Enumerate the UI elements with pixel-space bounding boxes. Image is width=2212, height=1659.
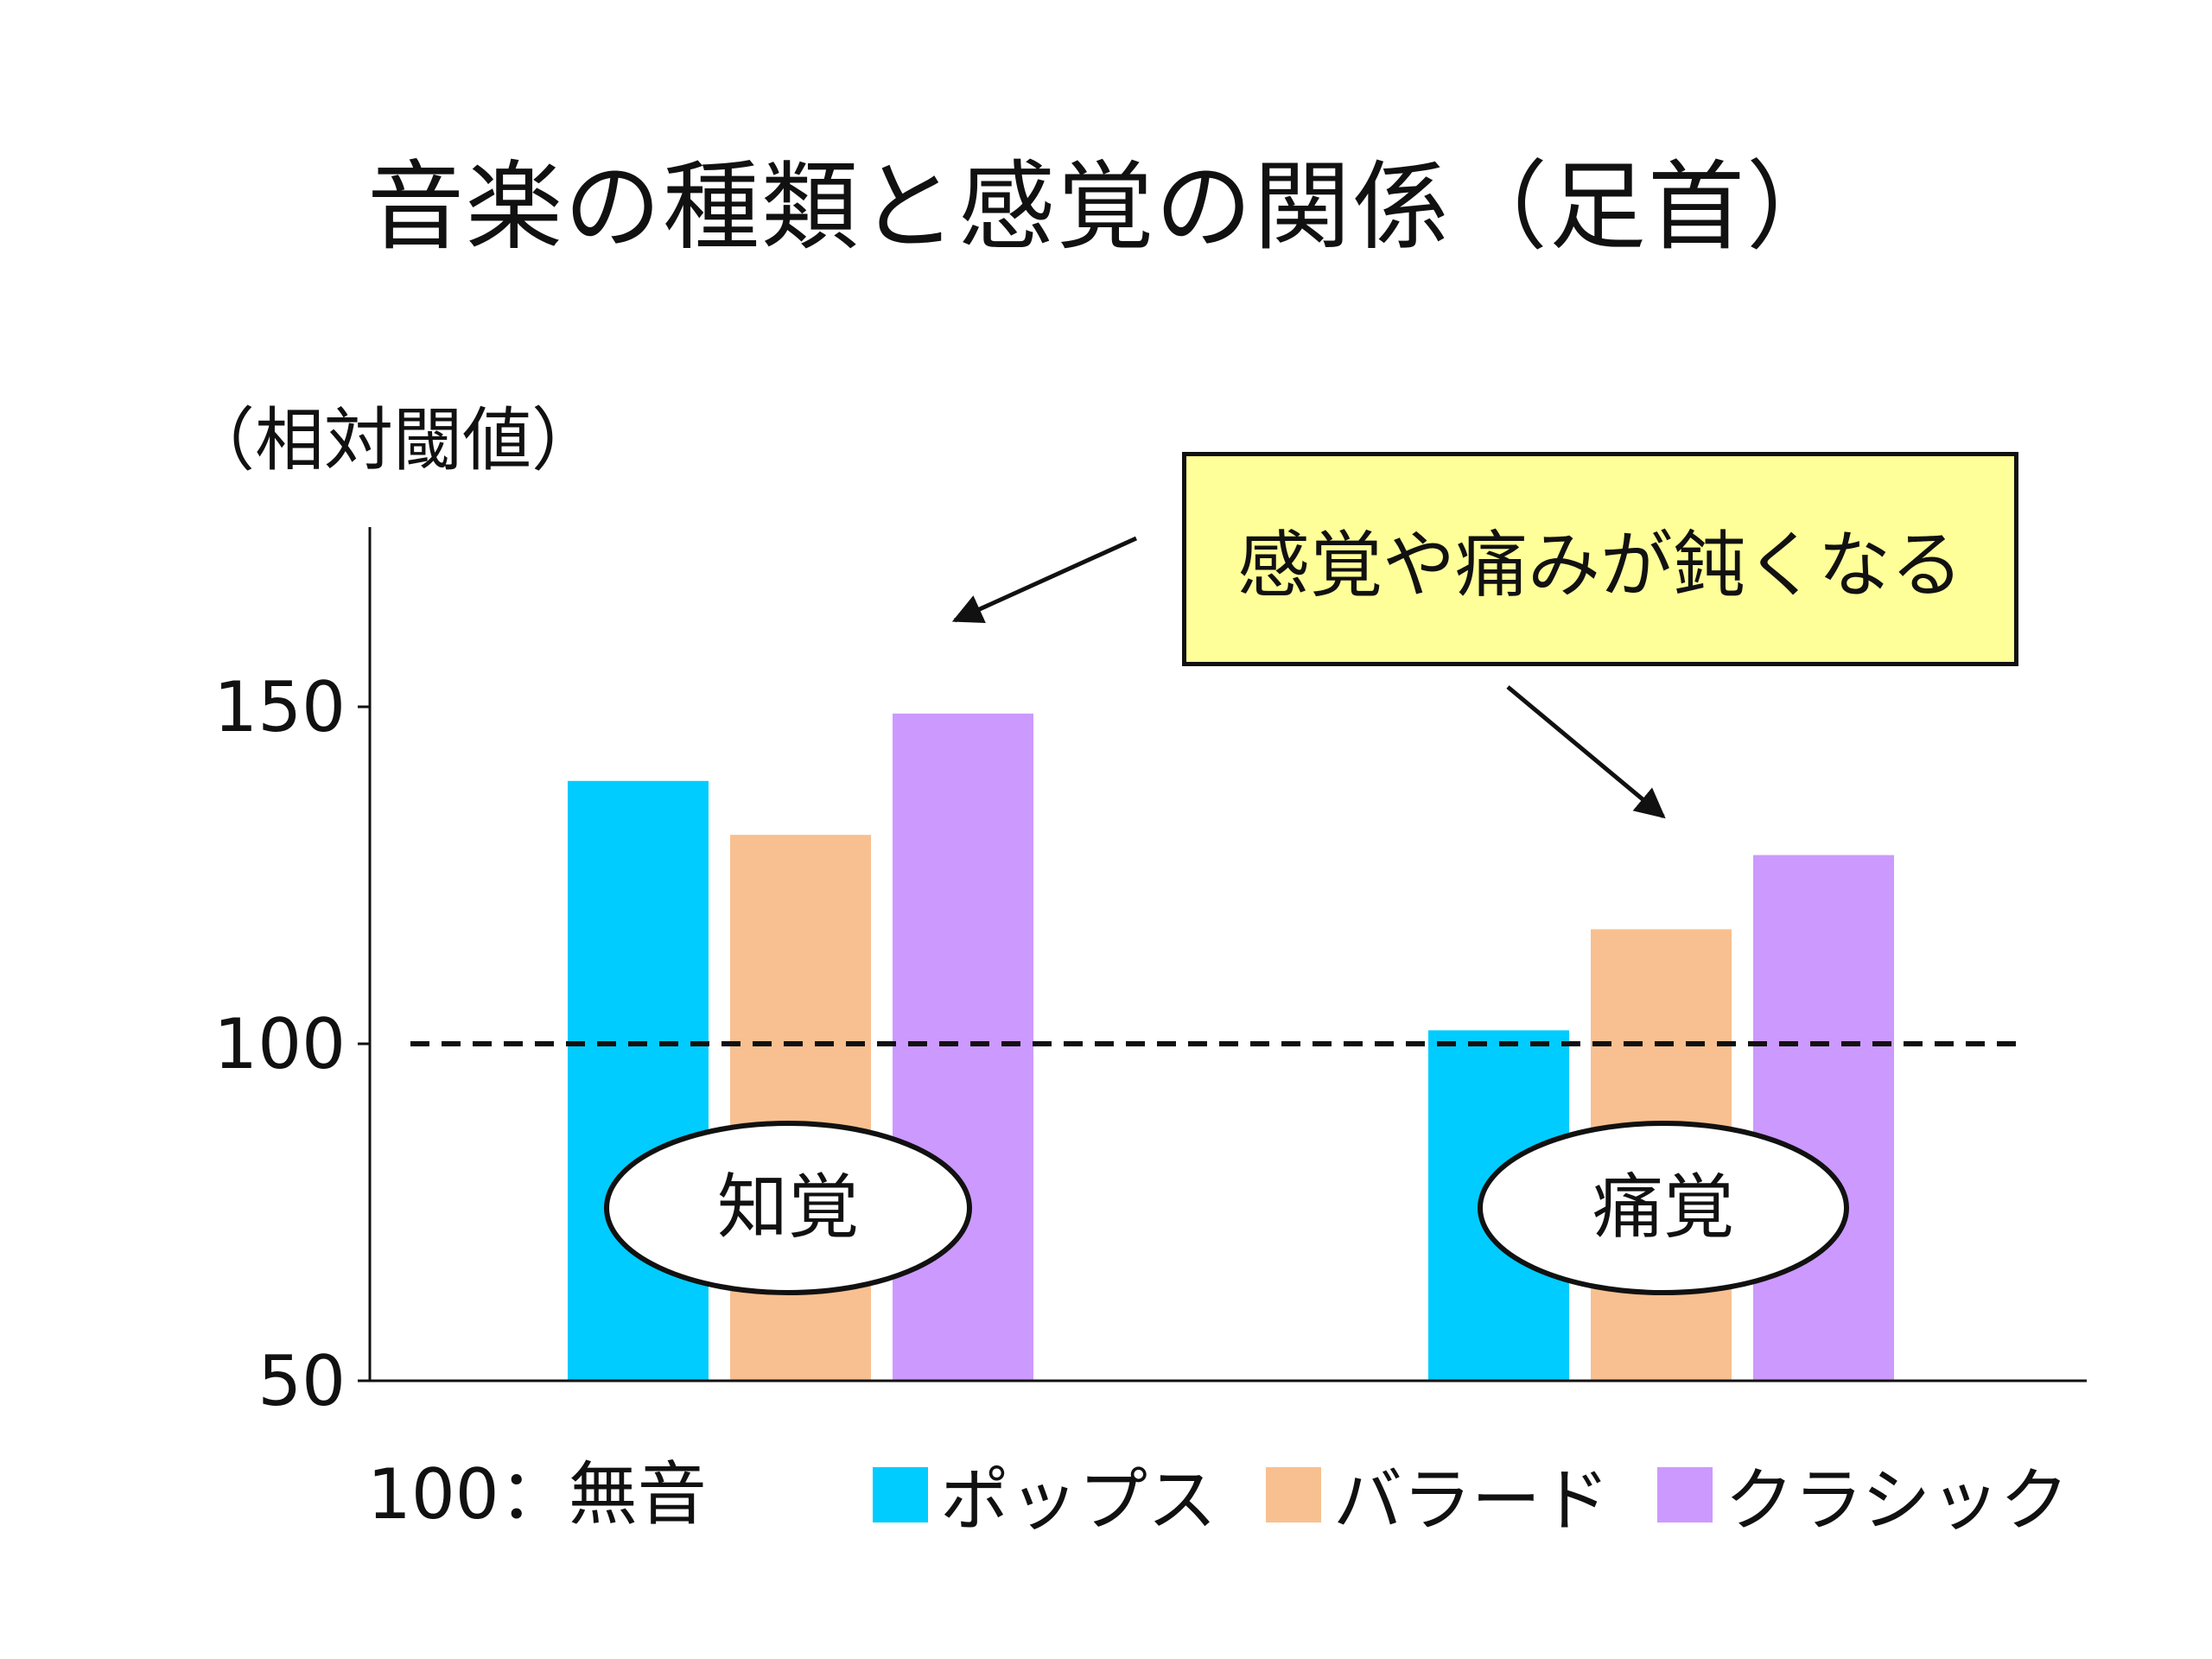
bar-perception-pops bbox=[568, 780, 709, 1381]
legend-swatch-ballad bbox=[1266, 1467, 1321, 1522]
annotation-callout: 感覚や痛みが鈍くなる bbox=[1182, 452, 2018, 666]
group-label-ellipse-perception bbox=[604, 1121, 972, 1295]
annotation-text: 感覚や痛みが鈍くなる bbox=[1236, 522, 1963, 607]
footnote-baseline: 100：無音 bbox=[367, 1454, 707, 1535]
legend-label-ballad: バラード bbox=[1333, 1460, 1610, 1541]
group-label-ellipse-pain bbox=[1478, 1121, 1849, 1295]
category-label-perception: 知覚 bbox=[716, 1166, 859, 1249]
legend-swatch-pops bbox=[873, 1467, 928, 1522]
legend-label-pops: ポップス bbox=[940, 1460, 1217, 1541]
annotation-arrow-right bbox=[1506, 685, 1666, 819]
category-label-pain: 痛覚 bbox=[1592, 1166, 1734, 1249]
bar-perception-classic bbox=[893, 713, 1033, 1381]
bar-perception-ballad bbox=[730, 835, 871, 1381]
bar-pain-classic bbox=[1753, 855, 1894, 1381]
chart-title: 音楽の種類と感覚の関係（足首） bbox=[367, 151, 1845, 264]
legend-swatch-classic bbox=[1657, 1467, 1713, 1522]
legend-item-ballad: バラード bbox=[1266, 1460, 1610, 1541]
legend-label-classic: クラシック bbox=[1725, 1460, 2069, 1541]
y-axis-label: （相対閾値） bbox=[186, 400, 601, 480]
annotation-arrow-left bbox=[951, 536, 1138, 623]
y-tick-100: 100 bbox=[213, 1004, 346, 1084]
legend-item-classic: クラシック bbox=[1657, 1460, 2069, 1541]
legend-item-pops: ポップス bbox=[873, 1460, 1217, 1541]
y-tick-150: 150 bbox=[213, 667, 346, 747]
y-tick-50: 50 bbox=[257, 1341, 346, 1421]
